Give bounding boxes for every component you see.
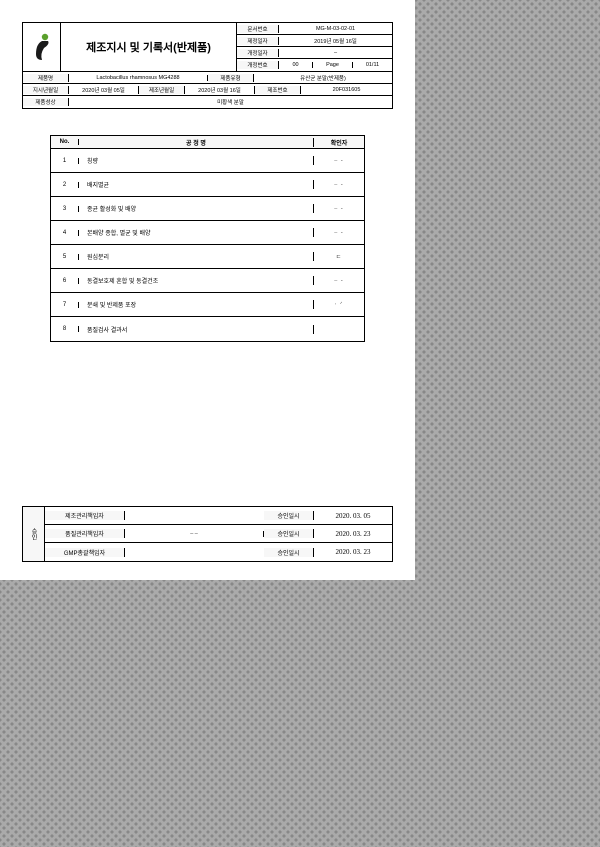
process-name: 배지멸균: [79, 180, 314, 189]
meta-label: 문서번호: [237, 25, 279, 33]
info-label: 제조년월일: [139, 86, 185, 94]
process-name: 본배양 종합, 멸균 및 배양: [79, 228, 314, 237]
document-page: 제조지시 및 기록서(반제품) 문서번호 MG-M-03-02-01 제정일자 …: [0, 0, 415, 580]
process-no: 8: [51, 326, 79, 332]
col-confirmer: 확인자: [314, 138, 364, 147]
approval-role: 제조관리책임자: [45, 511, 125, 520]
meta-label: 제정일자: [237, 37, 279, 45]
info-block: 제품명 Lactobacillus rhamnosus MG4288 제품유형 …: [22, 72, 393, 109]
process-row: 5원심분리ㄷ: [51, 245, 364, 269]
process-confirmer: ㄷ: [314, 252, 364, 261]
process-name: 종균 활성화 및 배양: [79, 204, 314, 213]
process-no: 3: [51, 206, 79, 212]
info-label: 지시년월일: [23, 86, 69, 94]
process-no: 5: [51, 254, 79, 260]
logo-cell: [23, 23, 61, 71]
process-name: 동결보호제 혼합 및 동결건조: [79, 276, 314, 285]
info-row-product: 제품명 Lactobacillus rhamnosus MG4288 제품유형 …: [23, 72, 392, 84]
meta-row-docno: 문서번호 MG-M-03-02-01: [237, 23, 392, 35]
info-label: 제품성상: [23, 98, 69, 106]
page-label: Page: [313, 62, 353, 68]
meta-value: 00: [279, 62, 313, 68]
process-name: 분쇄 및 반제품 포장: [79, 300, 314, 309]
process-confirmer: ‒ ‐: [314, 206, 364, 212]
approval-block: 승인 제조관리책임자승인일시2020. 03. 05품질관리책임자‒ ‒승인일시…: [22, 506, 393, 562]
process-no: 4: [51, 230, 79, 236]
approval-date: 2020. 03. 05: [314, 512, 392, 520]
approval-signature: ‒ ‒: [125, 531, 264, 537]
process-confirmer: ‒ ‐: [314, 230, 364, 236]
process-row: 1칭량‒ ‐: [51, 149, 364, 173]
process-row: 3종균 활성화 및 배양‒ ‐: [51, 197, 364, 221]
meta-row-revdate: 개정일자 –: [237, 47, 392, 59]
meta-value: MG-M-03-02-01: [279, 26, 392, 32]
info-label: 제조번호: [255, 86, 301, 94]
doc-title: 제조지시 및 기록서(반제품): [61, 23, 237, 71]
approval-date: 2020. 03. 23: [314, 530, 392, 538]
process-confirmer: ‧ ᐟ: [314, 301, 364, 308]
approval-row: 제조관리책임자 승인일시2020. 03. 05: [45, 507, 392, 525]
page-value: 01/11: [353, 62, 392, 68]
header-block: 제조지시 및 기록서(반제품) 문서번호 MG-M-03-02-01 제정일자 …: [22, 22, 393, 72]
info-value: 유산균 분말(반제품): [254, 74, 392, 82]
header-meta: 문서번호 MG-M-03-02-01 제정일자 2019년 05월 16일 개정…: [237, 23, 392, 71]
info-row-dates: 지시년월일 2020년 03월 05일 제조년월일 2020년 03월 16일 …: [23, 84, 392, 96]
process-no: 7: [51, 302, 79, 308]
process-name: 원심분리: [79, 252, 314, 261]
approval-role: 품질관리책임자: [45, 529, 125, 538]
approval-side-label: 승인: [23, 507, 45, 561]
process-row: 8품질검사 결과서: [51, 317, 364, 341]
process-confirmer: ‒ ‐: [314, 182, 364, 188]
process-no: 1: [51, 158, 79, 164]
info-value: 20F031605: [301, 87, 392, 93]
meta-label: 개정일자: [237, 49, 279, 57]
info-value: 2020년 03월 05일: [69, 86, 139, 94]
info-value: Lactobacillus rhamnosus MG4288: [69, 75, 208, 81]
approval-date-label: 승인일시: [264, 511, 314, 520]
process-table: No. 공 정 명 확인자 1칭량‒ ‐2배지멸균‒ ‐3종균 활성화 및 배양…: [50, 135, 365, 342]
approval-row: GMP총괄책임자 승인일시2020. 03. 23: [45, 543, 392, 561]
col-no: No.: [51, 139, 79, 145]
meta-label: 개정번호: [237, 61, 279, 69]
info-value: 2020년 03월 16일: [185, 86, 255, 94]
process-name: 품질검사 결과서: [79, 325, 314, 334]
process-confirmer: ‒ ‐: [314, 278, 364, 284]
process-row: 2배지멸균‒ ‐: [51, 173, 364, 197]
info-label: 제품명: [23, 74, 69, 82]
meta-row-revno-page: 개정번호 00 Page 01/11: [237, 59, 392, 71]
info-label: 제품유형: [208, 74, 254, 82]
meta-row-estdate: 제정일자 2019년 05월 16일: [237, 35, 392, 47]
logo-icon: [30, 32, 54, 62]
process-header-row: No. 공 정 명 확인자: [51, 136, 364, 149]
process-row: 4본배양 종합, 멸균 및 배양‒ ‐: [51, 221, 364, 245]
approval-body: 제조관리책임자승인일시2020. 03. 05품질관리책임자‒ ‒승인일시202…: [45, 507, 392, 561]
info-row-property: 제품성상 미황색 분말: [23, 96, 392, 108]
info-value: 미황색 분말: [69, 98, 392, 106]
approval-role: GMP총괄책임자: [45, 548, 125, 557]
approval-row: 품질관리책임자‒ ‒승인일시2020. 03. 23: [45, 525, 392, 543]
process-row: 7분쇄 및 반제품 포장‧ ᐟ: [51, 293, 364, 317]
meta-value: 2019년 05월 16일: [279, 37, 392, 45]
process-confirmer: ‒ ‐: [314, 158, 364, 164]
process-no: 6: [51, 278, 79, 284]
process-body: 1칭량‒ ‐2배지멸균‒ ‐3종균 활성화 및 배양‒ ‐4본배양 종합, 멸균…: [51, 149, 364, 341]
process-name: 칭량: [79, 156, 314, 165]
col-name: 공 정 명: [79, 138, 314, 147]
process-row: 6동결보호제 혼합 및 동결건조‒ ‐: [51, 269, 364, 293]
approval-date-label: 승인일시: [264, 529, 314, 538]
process-no: 2: [51, 182, 79, 188]
approval-date: 2020. 03. 23: [314, 548, 392, 556]
meta-value: –: [279, 50, 392, 56]
approval-date-label: 승인일시: [264, 548, 314, 557]
